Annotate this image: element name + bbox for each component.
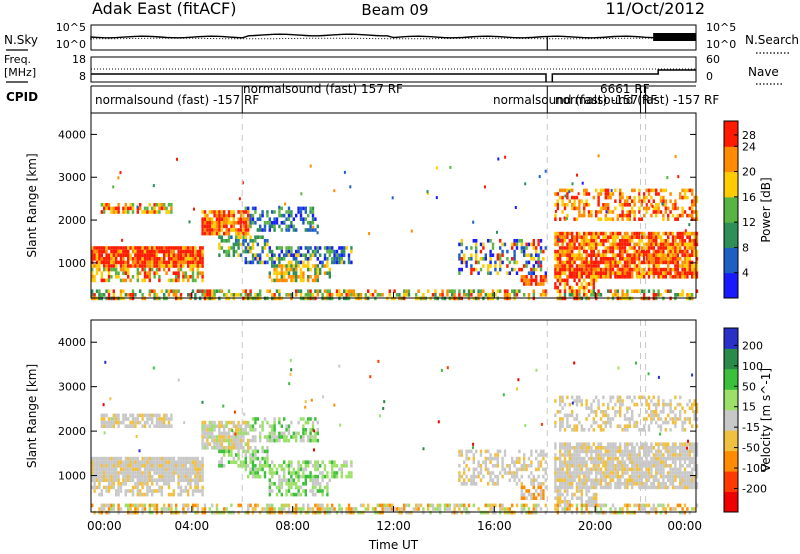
noise-spike-block <box>653 33 696 41</box>
colorbar-tick-label: 28 <box>742 129 756 142</box>
velocity-heatmap <box>90 319 699 515</box>
ytick-label: 4000 <box>58 336 86 349</box>
ytick-label: 4000 <box>58 128 86 141</box>
power-heatmap <box>90 112 699 301</box>
colorbar-tick-label: 20 <box>742 166 756 179</box>
colorbar-tick-label: 8 <box>742 241 749 254</box>
noise-search-line <box>90 37 696 40</box>
colorbar-tick-label: 50 <box>742 380 756 393</box>
colorbar-tick-label: 16 <box>742 191 756 204</box>
ytick-label: 1000 <box>58 470 86 483</box>
power-colorbar <box>723 120 739 299</box>
colorbar-segment <box>724 121 738 147</box>
colorbar-segment <box>724 328 738 349</box>
colorbar-segment <box>724 222 738 248</box>
colorbar-segment <box>724 450 738 472</box>
freq-line <box>91 69 696 82</box>
colorbar-segment <box>724 348 738 370</box>
freq-tick-right-bottom: 0 <box>706 70 713 83</box>
colorbar-tick-label: 24 <box>742 140 756 153</box>
colorbar-segment <box>724 430 738 452</box>
nsky-label: N.Sky <box>4 33 38 47</box>
colorbar-tick-label: -15 <box>742 421 760 434</box>
beam-label: Beam 09 <box>361 1 428 19</box>
colorbar-tick-label: 12 <box>742 216 756 229</box>
colorbar-tick-label: -50 <box>742 442 760 455</box>
colorbar-segment <box>724 247 738 274</box>
date-label: 11/Oct/2012 <box>605 0 705 18</box>
freq-tick-left-top: 18 <box>72 53 86 66</box>
colorbar-tick-label: 15 <box>742 401 756 414</box>
xtick-label: 00:00 <box>667 519 702 533</box>
noise-tick-right-top: 10^5 <box>706 21 736 34</box>
colorbar-tick-label: -100 <box>742 462 767 475</box>
xtick-label: 08:00 <box>275 519 310 533</box>
colorbar-segment <box>724 368 738 390</box>
ytick-label: 1000 <box>58 257 86 270</box>
colorbar-segment <box>724 196 738 223</box>
colorbar-tick-label: 100 <box>742 360 763 373</box>
plot-title: Adak East (fitACF) <box>92 0 236 18</box>
colorbar-segment <box>724 471 738 492</box>
noise-tick-left-top: 10^5 <box>56 21 86 34</box>
noise-tick-left-bottom: 10^0 <box>56 38 86 51</box>
velocity-colorbar <box>723 327 739 513</box>
nsearch-label: N.Search <box>745 33 799 47</box>
freq-tick-right-top: 60 <box>706 53 720 66</box>
colorbar-tick-label: 4 <box>742 267 749 280</box>
xtick-label: 04:00 <box>175 519 210 533</box>
cpid-entry-1: normalsound (fast) 157 RF <box>243 82 403 96</box>
freq-tick-left-bottom: 8 <box>79 70 86 83</box>
colorbar-segment <box>724 146 738 173</box>
ytick-label: 3000 <box>58 381 86 394</box>
xtick-label: 12:00 <box>376 519 411 533</box>
y-axis-label: Slant Range [km] <box>25 153 39 257</box>
nave-label: Nave <box>748 65 779 79</box>
colorbar-segment <box>724 272 738 299</box>
colorbar-tick-label: 200 <box>742 339 763 352</box>
power-colorbar-label: Power [dB] <box>759 177 773 242</box>
cpid-entry-3: 6661 RF <box>600 82 650 96</box>
ytick-label: 2000 <box>58 425 86 438</box>
velocity-colorbar-label: Velocity [m s^-1] <box>759 368 773 472</box>
y-axis-label: Slant Range [km] <box>25 364 39 468</box>
cpid-entry-4: normalsound (fast) -157 RF <box>555 93 719 107</box>
noise-tick-right-bottom: 10^0 <box>706 38 736 51</box>
colorbar-segment <box>724 491 738 513</box>
cpid-entry-2: normalsound (fast) -157 RF <box>493 93 657 107</box>
ytick-label: 2000 <box>58 214 86 227</box>
colorbar-segment <box>724 171 738 198</box>
xtick-label: 16:00 <box>477 519 512 533</box>
x-axis-label: Time UT <box>368 538 419 552</box>
xtick-label: 00:00 <box>87 519 122 533</box>
cpid-label: CPID <box>6 90 38 104</box>
xtick-label: 20:00 <box>578 519 613 533</box>
ytick-label: 3000 <box>58 171 86 184</box>
freq-unit-label: [MHz] <box>4 66 36 79</box>
colorbar-segment <box>724 409 738 431</box>
colorbar-tick-label: -200 <box>742 482 767 495</box>
noise-sky-line <box>90 33 696 40</box>
colorbar-segment <box>724 389 738 411</box>
freq-label: Freq. <box>4 53 31 66</box>
cpid-entry-0: normalsound (fast) -157 RF <box>95 93 259 107</box>
